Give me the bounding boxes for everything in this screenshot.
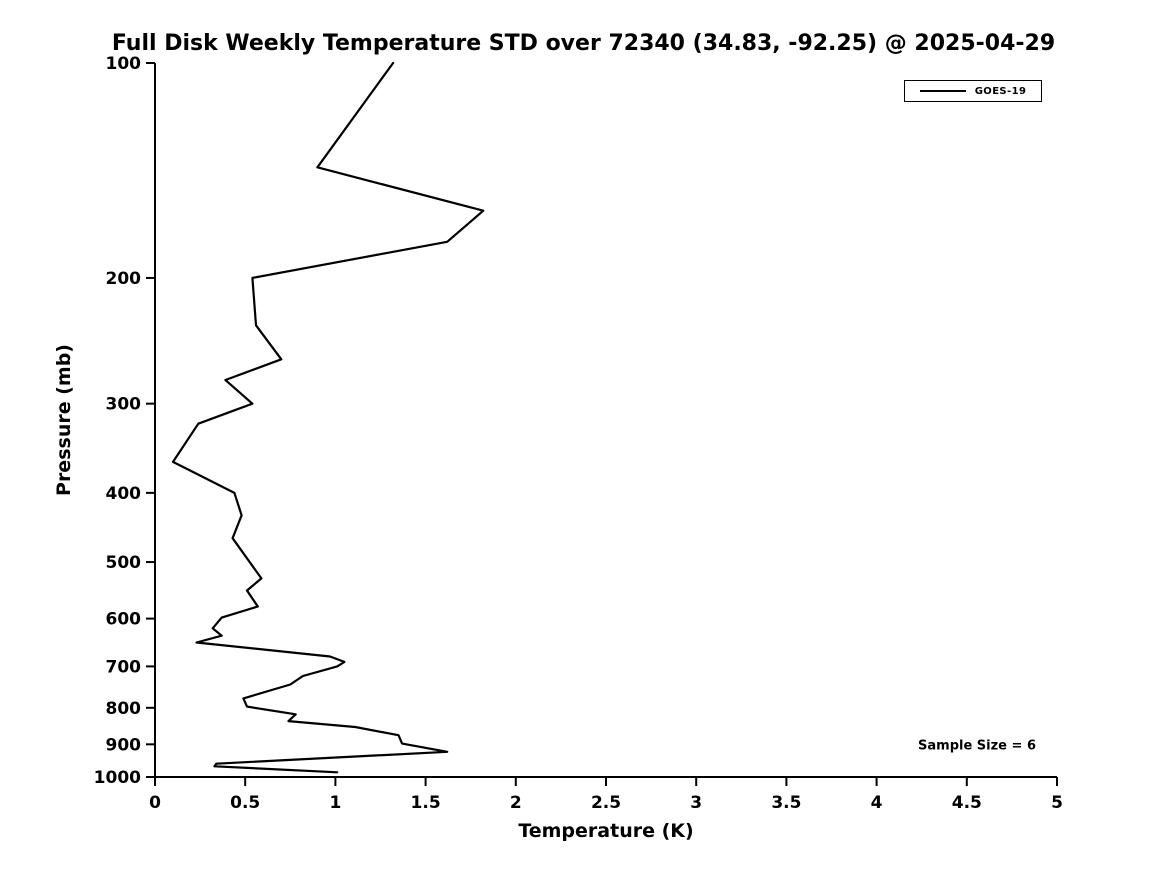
x-tick-label: 1 [329,793,341,813]
y-tick-label: 900 [106,735,142,755]
x-tick-label: 3.5 [771,793,801,813]
legend-series-label: GOES-19 [974,85,1027,97]
x-tick-label: 4 [871,793,883,813]
x-tick-label: 0.5 [230,793,260,813]
y-tick-label: 500 [106,553,142,573]
chart-title: Full Disk Weekly Temperature STD over 72… [111,31,1056,56]
legend-line-sample [919,90,966,92]
y-tick-label: 300 [106,395,142,415]
legend: GOES-19 [904,80,1042,102]
x-tick-label: 5 [1051,793,1063,813]
sample-size-annotation: Sample Size = 6 [918,738,1036,754]
y-tick-label: 200 [106,269,142,289]
x-tick-label: 2 [510,793,522,813]
y-tick-label: 700 [106,657,142,677]
x-tick-label: 4.5 [952,793,982,813]
y-tick-label: 600 [106,610,142,630]
x-tick-label: 0 [149,793,161,813]
x-tick-label: 3 [690,793,702,813]
x-tick-label: 2.5 [591,793,621,813]
series-line-goes-19 [171,61,485,774]
x-axis-label: Temperature (K) [518,820,694,842]
y-tick-label: 800 [106,699,142,719]
y-tick-label: 400 [106,484,142,504]
y-tick-label: 1000 [94,768,141,788]
x-tick-label: 1.5 [411,793,441,813]
y-tick-label: 100 [106,54,142,74]
